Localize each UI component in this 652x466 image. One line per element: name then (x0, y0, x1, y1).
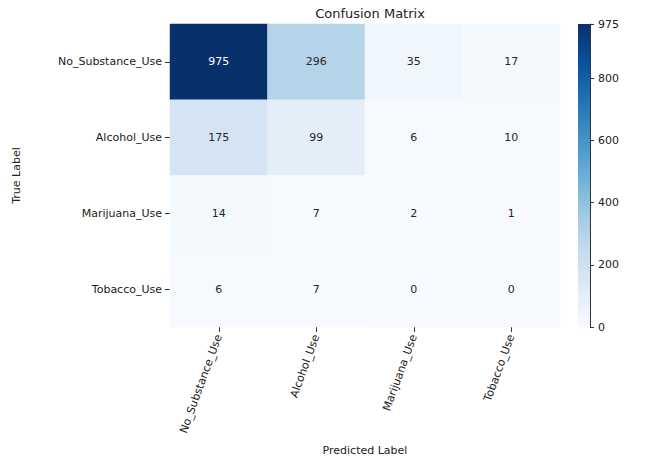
svg-text:800: 800 (598, 72, 619, 85)
svg-text:975: 975 (208, 55, 229, 68)
svg-text:0: 0 (410, 283, 417, 296)
svg-text:7: 7 (313, 283, 320, 296)
svg-text:Marijuana_Use: Marijuana_Use (380, 333, 420, 413)
svg-text:No_Substance_Use: No_Substance_Use (58, 55, 162, 68)
svg-text:175: 175 (208, 131, 229, 144)
svg-text:6: 6 (410, 131, 417, 144)
svg-text:0: 0 (508, 283, 515, 296)
svg-text:No_Substance_Use: No_Substance_Use (177, 333, 225, 435)
svg-text:99: 99 (309, 131, 323, 144)
svg-text:1: 1 (508, 207, 515, 220)
svg-text:200: 200 (598, 258, 619, 271)
svg-text:Tobacco_Use: Tobacco_Use (91, 283, 162, 296)
svg-text:600: 600 (598, 134, 619, 147)
svg-text:14: 14 (212, 207, 226, 220)
svg-text:296: 296 (306, 55, 327, 68)
svg-text:2: 2 (410, 207, 417, 220)
svg-text:17: 17 (504, 55, 518, 68)
svg-text:Alcohol_Use: Alcohol_Use (288, 333, 323, 400)
svg-text:Confusion Matrix: Confusion Matrix (315, 6, 425, 21)
svg-text:400: 400 (598, 196, 619, 209)
svg-text:Predicted Label: Predicted Label (323, 444, 408, 457)
svg-text:0: 0 (598, 321, 605, 334)
svg-text:Tobacco_Use: Tobacco_Use (481, 333, 518, 405)
svg-text:35: 35 (407, 55, 421, 68)
svg-text:6: 6 (215, 283, 222, 296)
svg-text:Alcohol_Use: Alcohol_Use (96, 131, 162, 144)
svg-text:10: 10 (504, 131, 518, 144)
svg-text:975: 975 (598, 18, 619, 31)
svg-text:Marijuana_Use: Marijuana_Use (82, 207, 163, 220)
svg-text:True Label: True Label (10, 147, 23, 205)
svg-text:7: 7 (313, 207, 320, 220)
